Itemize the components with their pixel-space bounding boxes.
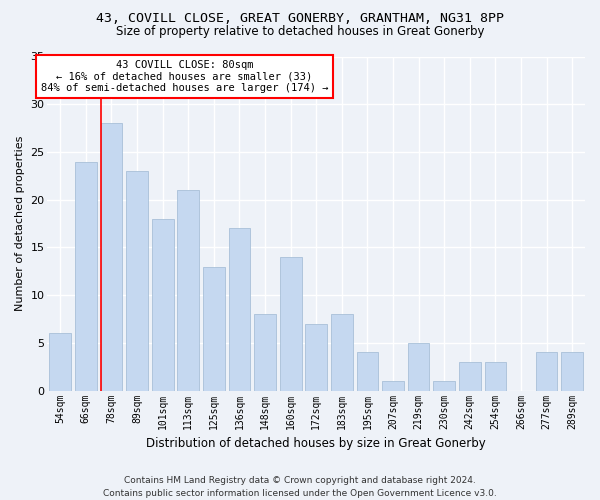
Bar <box>229 228 250 390</box>
Bar <box>408 343 430 390</box>
Bar <box>305 324 327 390</box>
Bar <box>433 381 455 390</box>
Bar <box>178 190 199 390</box>
Text: Contains HM Land Registry data © Crown copyright and database right 2024.
Contai: Contains HM Land Registry data © Crown c… <box>103 476 497 498</box>
Bar <box>101 124 122 390</box>
Bar <box>49 334 71 390</box>
Text: 43 COVILL CLOSE: 80sqm
← 16% of detached houses are smaller (33)
84% of semi-det: 43 COVILL CLOSE: 80sqm ← 16% of detached… <box>41 60 328 93</box>
Bar <box>331 314 353 390</box>
Bar <box>536 352 557 391</box>
Bar <box>280 257 302 390</box>
Bar <box>152 219 173 390</box>
Bar <box>203 266 225 390</box>
Bar <box>485 362 506 390</box>
Bar <box>459 362 481 390</box>
Text: 43, COVILL CLOSE, GREAT GONERBY, GRANTHAM, NG31 8PP: 43, COVILL CLOSE, GREAT GONERBY, GRANTHA… <box>96 12 504 26</box>
Y-axis label: Number of detached properties: Number of detached properties <box>15 136 25 312</box>
X-axis label: Distribution of detached houses by size in Great Gonerby: Distribution of detached houses by size … <box>146 437 486 450</box>
Text: Size of property relative to detached houses in Great Gonerby: Size of property relative to detached ho… <box>116 25 484 38</box>
Bar <box>75 162 97 390</box>
Bar <box>254 314 276 390</box>
Bar <box>382 381 404 390</box>
Bar <box>126 171 148 390</box>
Bar <box>356 352 379 391</box>
Bar <box>562 352 583 391</box>
